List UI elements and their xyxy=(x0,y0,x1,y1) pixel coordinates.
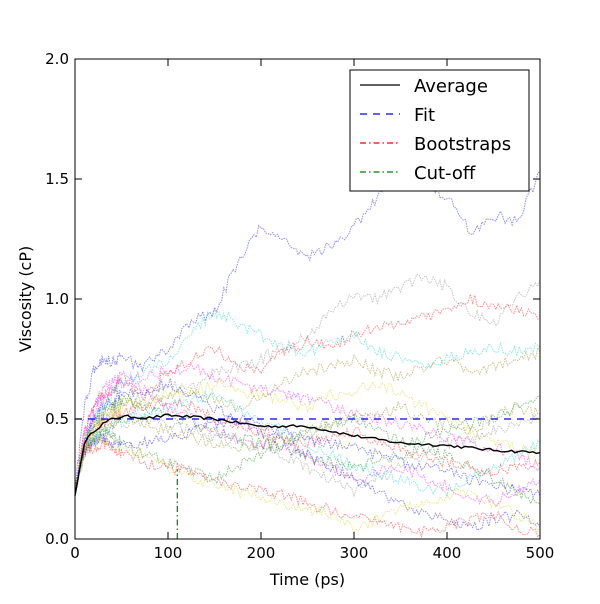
bootstrap-series-16 xyxy=(74,414,541,498)
bootstrap-series-5 xyxy=(74,346,541,492)
bootstrap-series-8 xyxy=(74,378,541,531)
y-tick-label: 0.0 xyxy=(45,530,69,548)
x-tick-label: 300 xyxy=(340,544,369,562)
bootstrap-series-2 xyxy=(74,273,541,492)
bootstrap-series-13 xyxy=(74,362,541,492)
y-axis-ticks: 0.0 0.5 1.0 1.5 2.0 xyxy=(45,50,540,548)
y-tick-label: 1.0 xyxy=(45,290,69,308)
bootstrap-series-4 xyxy=(74,307,541,492)
bootstrap-series-11 xyxy=(74,412,541,498)
legend: Average Fit Bootstraps Cut-off xyxy=(349,69,530,192)
legend-entry-bootstraps: Bootstraps xyxy=(360,134,511,155)
average-line xyxy=(74,413,541,496)
bootstrap-series-12 xyxy=(74,389,541,498)
bootstraps-layer xyxy=(74,169,541,539)
legend-label-bootstraps: Bootstraps xyxy=(414,134,511,155)
x-axis-ticks: 0 100 200 300 400 500 xyxy=(70,59,554,562)
y-axis-label: Viscosity (cP) xyxy=(16,246,35,353)
bootstrap-series-1 xyxy=(74,169,541,492)
bootstrap-series-7 xyxy=(74,394,541,492)
legend-entry-cutoff: Cut-off xyxy=(360,163,476,184)
bootstrap-series-18 xyxy=(74,400,541,492)
x-axis-label: Time (ps) xyxy=(269,570,345,589)
bootstrap-series-15 xyxy=(74,377,541,493)
bootstrap-series-9 xyxy=(74,433,541,534)
x-tick-label: 400 xyxy=(433,544,462,562)
legend-label-average: Average xyxy=(414,76,488,97)
y-tick-label: 2.0 xyxy=(45,50,69,68)
bootstrap-series-3 xyxy=(74,292,541,492)
legend-box xyxy=(349,69,530,192)
x-tick-label: 500 xyxy=(526,544,555,562)
bootstrap-series-6 xyxy=(74,369,541,507)
legend-label-fit: Fit xyxy=(414,105,435,126)
legend-entry-average: Average xyxy=(360,76,488,97)
x-tick-label: 100 xyxy=(154,544,183,562)
bootstrap-series-14 xyxy=(74,393,541,505)
average-layer xyxy=(74,413,541,496)
x-tick-label: 0 xyxy=(70,544,80,562)
bootstrap-series-17 xyxy=(75,437,541,539)
bootstrap-series-10 xyxy=(74,397,541,492)
y-tick-label: 1.5 xyxy=(45,170,69,188)
y-tick-label: 0.5 xyxy=(45,410,69,428)
legend-entry-fit: Fit xyxy=(360,105,435,126)
legend-label-cutoff: Cut-off xyxy=(414,163,476,184)
x-tick-label: 200 xyxy=(247,544,276,562)
